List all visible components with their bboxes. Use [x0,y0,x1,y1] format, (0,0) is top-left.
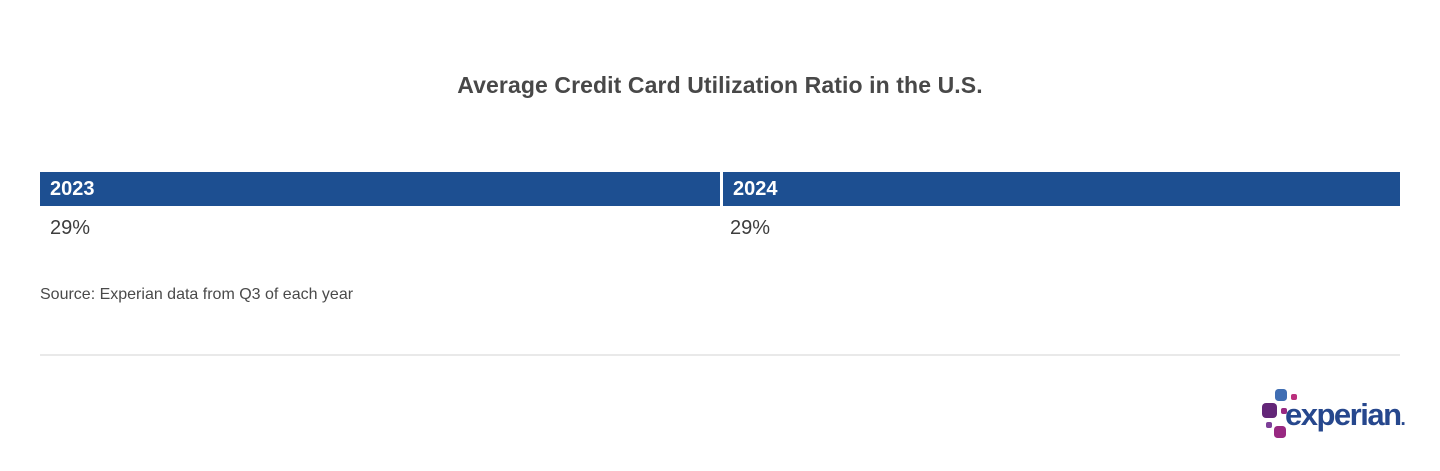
table-value-row: 29% 29% [40,206,1400,240]
logo-dot-pink-icon [1291,394,1297,400]
logo-wordmark-row: experian. [1285,391,1406,445]
value-2023: 29% [50,217,91,239]
chart-title: Average Credit Card Utilization Ratio in… [457,72,983,98]
divider-line [40,354,1400,356]
source-note: Source: Experian data from Q3 of each ye… [40,286,354,303]
value-2024: 29% [730,217,771,239]
logo-square-magenta-icon [1274,426,1286,438]
logo-square-blue-icon [1275,389,1287,401]
table-header-row: 2023 2024 [40,172,1400,206]
utilization-table: 2023 2024 29% 29% [40,172,1400,240]
experian-logo: experian. [1262,386,1412,440]
table-header-2023: 2023 [40,172,720,206]
logo-square-purple-icon [1262,403,1277,418]
logo-dot-violet-icon [1266,422,1272,428]
experian-wordmark: experian [1285,397,1402,432]
trademark-dot: . [1400,409,1406,430]
table-header-2024: 2024 [720,172,1400,206]
logo-dot-magenta-icon [1281,408,1287,414]
